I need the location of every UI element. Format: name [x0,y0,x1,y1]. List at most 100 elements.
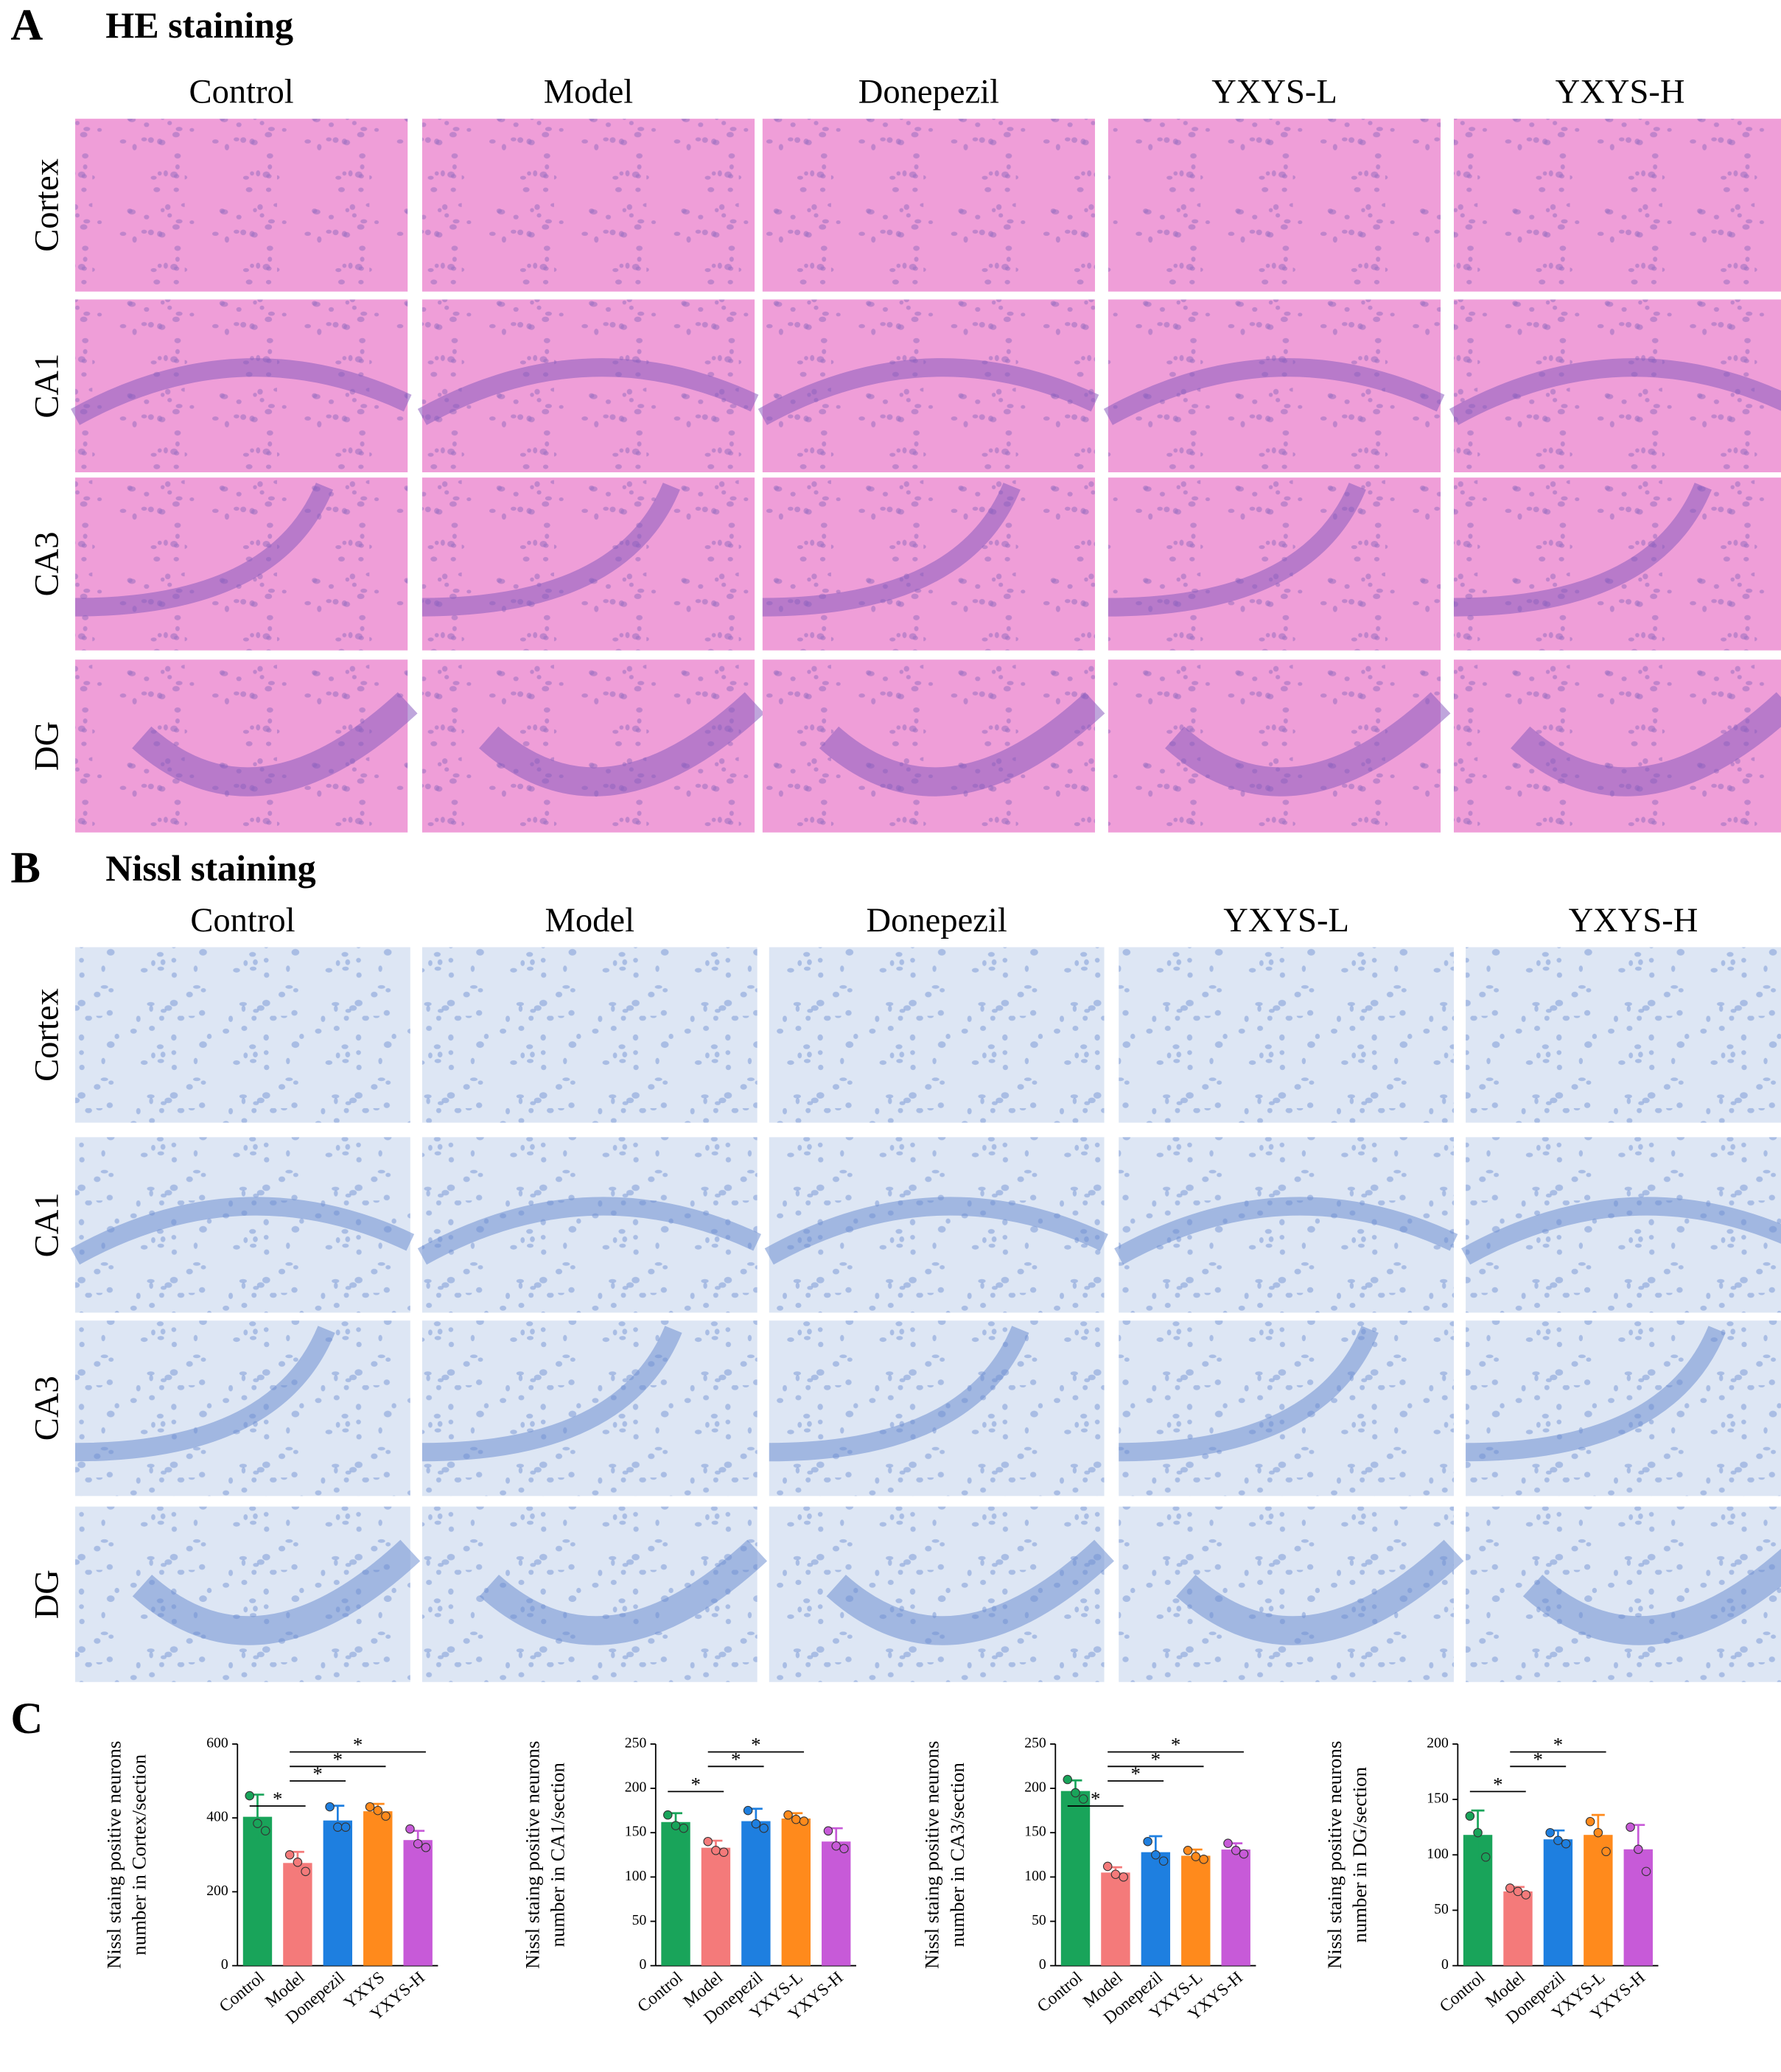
data-point [1110,1869,1121,1880]
cell-layer [826,1539,1114,1645]
cell-layer [70,1197,415,1265]
data-point [1561,1838,1571,1849]
y-tick-label: 400 [206,1809,228,1825]
y-tick-label: 0 [1039,1956,1046,1973]
data-point [1199,1855,1208,1864]
cell-layer [757,358,1099,425]
bar [403,1840,433,1966]
micrograph [421,1320,757,1497]
y-axis-label: Nissl staing positive neurons [103,1741,125,1969]
data-point [293,1858,303,1867]
data-point [340,1822,351,1832]
bar [701,1847,731,1966]
significance-label: * [353,1734,363,1756]
data-point [823,1826,833,1836]
cell-layer [71,358,412,425]
micrograph [421,119,755,292]
cell-layer [417,1197,762,1265]
micrograph [75,119,408,292]
panel-title: Nissl staining [105,847,316,889]
cell-layer [1461,1197,1781,1265]
micrograph [1466,1320,1781,1497]
y-axis-label: Nissl staing positive neurons [521,1741,543,1969]
cell-layer [421,483,680,617]
bar [1101,1872,1130,1966]
data-point [791,1814,801,1824]
significance-label: * [333,1748,343,1770]
y-tick-label: 50 [632,1912,647,1928]
micrograph [421,947,757,1123]
cell-layer [1114,1197,1458,1265]
bar [323,1820,353,1966]
data-point [1634,1844,1643,1855]
column-header: Donepezil [867,902,1007,939]
data-point [718,1847,729,1857]
bar [741,1821,771,1966]
data-point [260,1826,270,1835]
data-point [1102,1861,1113,1872]
significance-label: * [691,1773,701,1795]
y-axis-label: number in CA1/section [546,1762,568,1947]
data-point [365,1802,375,1812]
cell-layer [479,692,765,797]
micrograph [421,477,755,651]
cell-layer [769,1326,1029,1462]
significance-label: * [1553,1734,1563,1756]
data-point [1119,1872,1128,1882]
y-tick-label: 200 [206,1883,228,1899]
cell-layer [132,1539,421,1645]
micrograph [1108,119,1441,292]
data-point [839,1844,849,1854]
row-header: CA3 [29,1376,66,1441]
y-tick-label: 150 [1427,1791,1449,1807]
bar [1221,1849,1250,1966]
data-point [405,1824,415,1834]
y-axis-label: number in CA3/section [946,1762,968,1947]
data-point [284,1850,295,1860]
data-point [1231,1846,1241,1855]
y-tick-label: 150 [625,1824,647,1840]
cell-layer [764,1197,1108,1265]
data-point [1626,1822,1635,1832]
bar [283,1863,312,1966]
x-tick-label: Control [1034,1968,1086,2017]
significance-label: * [1171,1734,1180,1756]
y-tick-label: 100 [625,1868,647,1884]
x-tick-label: Control [1436,1968,1488,2017]
x-tick-label: Control [634,1968,686,2017]
x-tick-label: Control [216,1968,268,2017]
data-point [831,1841,841,1851]
y-tick-label: 150 [1024,1824,1046,1840]
y-tick-label: 250 [625,1735,647,1751]
row-header: CA1 [29,1192,66,1257]
micrograph [75,1320,410,1497]
y-tick-label: 100 [1024,1868,1046,1884]
y-tick-label: 0 [639,1956,646,1973]
data-point [1545,1827,1555,1838]
column-header: Model [545,902,635,939]
bar [242,1816,273,1966]
data-point [759,1823,769,1833]
cell-layer [1176,1539,1464,1645]
micrograph [762,119,1096,292]
data-point [1063,1774,1073,1785]
y-axis-label: number in Cortex/section [128,1754,150,1955]
data-point [703,1836,713,1847]
y-tick-label: 0 [221,1956,228,1973]
significance-label: * [751,1734,760,1756]
cell-layer [1522,1548,1781,1645]
data-point [333,1822,343,1832]
y-axis-label: Nissl staing positive neurons [1323,1741,1346,1969]
bar [1141,1852,1171,1966]
micrograph [1119,1320,1454,1497]
cell-layer [819,692,1105,797]
row-header: DG [29,1569,66,1619]
cell-layer [1119,1326,1379,1462]
data-point [245,1791,255,1801]
micrograph [1108,477,1441,651]
cell-layer [75,1326,335,1462]
y-axis-label: number in DG/section [1348,1766,1371,1942]
micrograph [1453,477,1781,651]
data-point [679,1823,689,1833]
